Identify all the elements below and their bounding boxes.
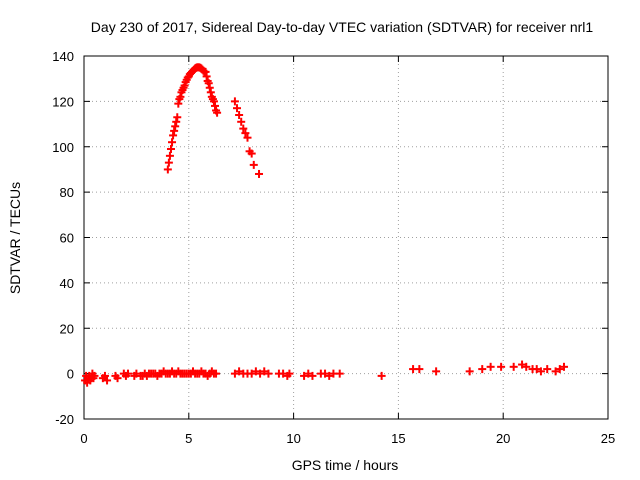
x-tick-label: 15 bbox=[391, 431, 405, 446]
data-point bbox=[163, 165, 172, 174]
data-point bbox=[497, 362, 506, 371]
y-axis-label: SDTVAR / TECUs bbox=[7, 182, 23, 294]
data-point bbox=[486, 362, 495, 371]
data-point bbox=[247, 369, 256, 378]
data-point bbox=[166, 145, 175, 154]
data-point bbox=[465, 367, 474, 376]
data-point bbox=[174, 99, 183, 108]
data-point bbox=[532, 365, 541, 374]
data-points bbox=[81, 63, 568, 387]
y-tick-label: 20 bbox=[60, 321, 74, 336]
x-axis-label: GPS time / hours bbox=[292, 457, 399, 473]
data-point bbox=[124, 369, 133, 378]
data-point bbox=[551, 367, 560, 376]
data-point bbox=[100, 371, 109, 380]
chart-title: Day 230 of 2017, Sidereal Day-to-day VTE… bbox=[91, 19, 594, 35]
data-point bbox=[205, 83, 214, 92]
data-point bbox=[300, 371, 309, 380]
data-point bbox=[201, 67, 210, 76]
x-tick-label: 0 bbox=[80, 431, 87, 446]
data-point bbox=[165, 151, 174, 160]
data-point bbox=[536, 367, 545, 376]
x-tick-label: 20 bbox=[496, 431, 510, 446]
data-point bbox=[235, 110, 244, 119]
data-point bbox=[304, 369, 313, 378]
data-point bbox=[509, 362, 518, 371]
y-tick-label: -20 bbox=[55, 412, 74, 427]
data-point bbox=[171, 122, 180, 131]
data-point bbox=[213, 108, 222, 117]
data-point bbox=[543, 365, 552, 374]
y-tick-label: 80 bbox=[60, 185, 74, 200]
data-point bbox=[132, 369, 141, 378]
data-point bbox=[247, 149, 256, 158]
data-point bbox=[241, 129, 250, 138]
data-point bbox=[172, 117, 181, 126]
data-point bbox=[237, 117, 246, 126]
y-tick-label: 0 bbox=[67, 367, 74, 382]
data-point bbox=[308, 371, 317, 380]
data-point bbox=[103, 376, 112, 385]
data-point bbox=[230, 369, 239, 378]
y-tick-label: 40 bbox=[60, 276, 74, 291]
data-point bbox=[170, 126, 179, 135]
data-point bbox=[113, 374, 122, 383]
data-point bbox=[478, 365, 487, 374]
y-tick-label: 120 bbox=[52, 94, 74, 109]
y-axis-ticks: -20 0 20 40 60 80 100 120 140 bbox=[52, 49, 608, 427]
data-point bbox=[173, 113, 182, 122]
data-point bbox=[264, 369, 273, 378]
data-point bbox=[260, 367, 269, 376]
data-point bbox=[256, 369, 265, 378]
data-point bbox=[204, 79, 213, 88]
data-point bbox=[249, 160, 258, 169]
data-point bbox=[335, 369, 344, 378]
data-point bbox=[555, 365, 564, 374]
y-tick-label: 60 bbox=[60, 231, 74, 246]
x-tick-label: 10 bbox=[286, 431, 300, 446]
data-point bbox=[251, 367, 260, 376]
data-point bbox=[211, 101, 219, 110]
y-tick-label: 100 bbox=[52, 140, 74, 155]
data-point bbox=[176, 92, 185, 101]
plot-frame bbox=[83, 55, 609, 420]
x-axis-ticks: 0 5 10 15 20 25 bbox=[80, 56, 615, 446]
data-point bbox=[169, 131, 178, 140]
data-point bbox=[325, 371, 334, 380]
data-point bbox=[321, 369, 330, 378]
data-point bbox=[432, 367, 441, 376]
x-tick-label: 25 bbox=[601, 431, 615, 446]
data-point bbox=[243, 133, 252, 142]
data-point bbox=[206, 88, 215, 97]
data-point bbox=[90, 371, 99, 380]
data-point bbox=[202, 72, 211, 81]
x-tick-label: 5 bbox=[185, 431, 192, 446]
data-point bbox=[164, 158, 173, 167]
data-point bbox=[285, 369, 294, 378]
data-point bbox=[377, 371, 386, 380]
data-point bbox=[559, 362, 568, 371]
data-point bbox=[415, 365, 424, 374]
grid-lines bbox=[84, 56, 608, 419]
data-point bbox=[235, 367, 244, 376]
data-point bbox=[255, 169, 264, 178]
data-point bbox=[212, 369, 221, 378]
data-point bbox=[522, 362, 531, 371]
data-point bbox=[209, 97, 218, 106]
data-point bbox=[518, 360, 527, 369]
data-point bbox=[239, 124, 248, 133]
data-point bbox=[230, 97, 239, 106]
data-point bbox=[168, 138, 177, 147]
y-tick-label: 140 bbox=[52, 49, 74, 64]
data-point bbox=[233, 104, 242, 113]
